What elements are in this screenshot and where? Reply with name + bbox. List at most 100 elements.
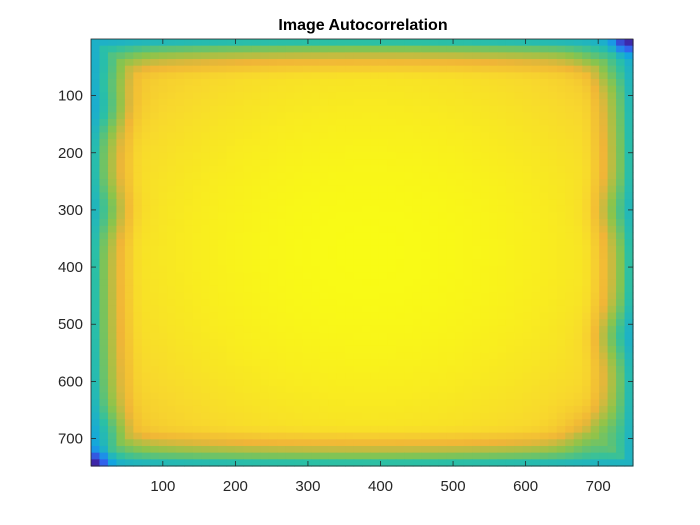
heatmap-cell <box>167 79 177 87</box>
heatmap-cell <box>370 425 380 434</box>
heatmap-cell <box>353 272 363 280</box>
heatmap-cell <box>395 259 405 267</box>
heatmap-cell <box>336 225 346 234</box>
heatmap-cell <box>370 392 380 400</box>
heatmap-cell <box>99 79 109 87</box>
heatmap-cell <box>226 372 236 380</box>
heatmap-cell <box>362 399 372 407</box>
heatmap-cell <box>395 412 405 420</box>
heatmap-cell <box>175 99 185 107</box>
heatmap-cell <box>362 439 372 447</box>
heatmap-cell <box>378 359 389 367</box>
heatmap-cell <box>556 292 566 300</box>
heatmap-cell <box>294 45 304 53</box>
heatmap-cell <box>412 239 422 247</box>
heatmap-cell <box>429 412 439 420</box>
heatmap-cell <box>234 405 245 414</box>
heatmap-cell <box>505 359 516 367</box>
heatmap-cell <box>167 45 177 53</box>
heatmap-cell <box>412 179 422 187</box>
heatmap-cell <box>260 72 270 80</box>
heatmap-cell <box>624 392 634 400</box>
heatmap-cell <box>616 439 626 447</box>
heatmap-cell <box>489 279 499 287</box>
heatmap-cell <box>167 119 177 127</box>
heatmap-cell <box>353 385 363 394</box>
heatmap-cell <box>505 252 516 260</box>
heatmap-cell <box>234 79 245 87</box>
heatmap-cell <box>514 439 524 447</box>
heatmap-cell <box>446 365 456 374</box>
heatmap-cell <box>243 259 253 267</box>
heatmap-cell <box>497 332 507 340</box>
heatmap-cell <box>107 145 118 154</box>
heatmap-cell <box>370 139 380 147</box>
heatmap-cell <box>472 39 482 47</box>
heatmap-cell <box>548 425 558 434</box>
heatmap-cell <box>99 219 109 227</box>
heatmap-cell <box>268 425 278 434</box>
heatmap-cell <box>234 72 245 80</box>
heatmap-cell <box>539 152 549 160</box>
heatmap-cell <box>116 392 126 400</box>
heatmap-cell <box>429 392 439 400</box>
heatmap-cell <box>556 245 566 254</box>
heatmap-cell <box>167 259 177 267</box>
heatmap-cell <box>573 345 583 354</box>
heatmap-cell <box>133 85 143 93</box>
heatmap-cell <box>133 119 143 127</box>
heatmap-cell <box>522 432 532 440</box>
heatmap-cell <box>336 305 346 314</box>
heatmap-cell <box>446 372 456 380</box>
heatmap-cell <box>565 152 575 160</box>
heatmap-cell <box>150 39 160 47</box>
heatmap-cell <box>565 265 575 274</box>
heatmap-cell <box>345 392 355 400</box>
heatmap-cell <box>116 279 126 287</box>
heatmap-cell <box>590 225 600 234</box>
heatmap-cell <box>548 219 558 227</box>
heatmap-cell <box>133 372 143 380</box>
heatmap-cell <box>522 85 532 93</box>
heatmap-cell <box>141 212 151 220</box>
heatmap-cell <box>378 192 389 200</box>
heatmap-cell <box>124 212 134 220</box>
heatmap-cell <box>455 379 465 387</box>
heatmap-cell <box>302 365 312 374</box>
heatmap-cell <box>243 212 253 220</box>
heatmap-cell <box>268 52 278 60</box>
heatmap-cell <box>158 325 168 334</box>
heatmap-cell <box>582 132 592 140</box>
heatmap-cell <box>548 305 558 314</box>
heatmap-cell <box>175 379 185 387</box>
heatmap-cell <box>472 299 482 307</box>
heatmap-cell <box>565 59 575 67</box>
heatmap-cell <box>294 312 304 320</box>
heatmap-cell <box>133 172 143 180</box>
heatmap-cell <box>489 412 499 420</box>
heatmap-cell <box>345 305 355 314</box>
heatmap-cell <box>201 52 211 60</box>
heatmap-cell <box>455 299 465 307</box>
heatmap-cell <box>209 265 219 274</box>
heatmap-cell <box>463 332 473 340</box>
heatmap-cell <box>192 205 202 214</box>
heatmap-cell <box>362 392 372 400</box>
heatmap-cell <box>522 452 532 460</box>
heatmap-cell <box>311 165 321 174</box>
heatmap-cell <box>616 112 626 120</box>
heatmap-cell <box>277 105 287 113</box>
heatmap-cell <box>234 172 245 180</box>
heatmap-cell <box>167 92 177 100</box>
heatmap-cell <box>370 152 380 160</box>
heatmap-cell <box>472 119 482 127</box>
heatmap-cell <box>158 425 168 434</box>
heatmap-cell <box>311 385 321 394</box>
heatmap-cell <box>565 399 575 407</box>
heatmap-cell <box>370 272 380 280</box>
heatmap-cell <box>336 412 346 420</box>
heatmap-cell <box>91 159 101 167</box>
heatmap-cell <box>260 339 270 347</box>
heatmap-cell <box>285 65 295 73</box>
heatmap-cell <box>277 392 287 400</box>
